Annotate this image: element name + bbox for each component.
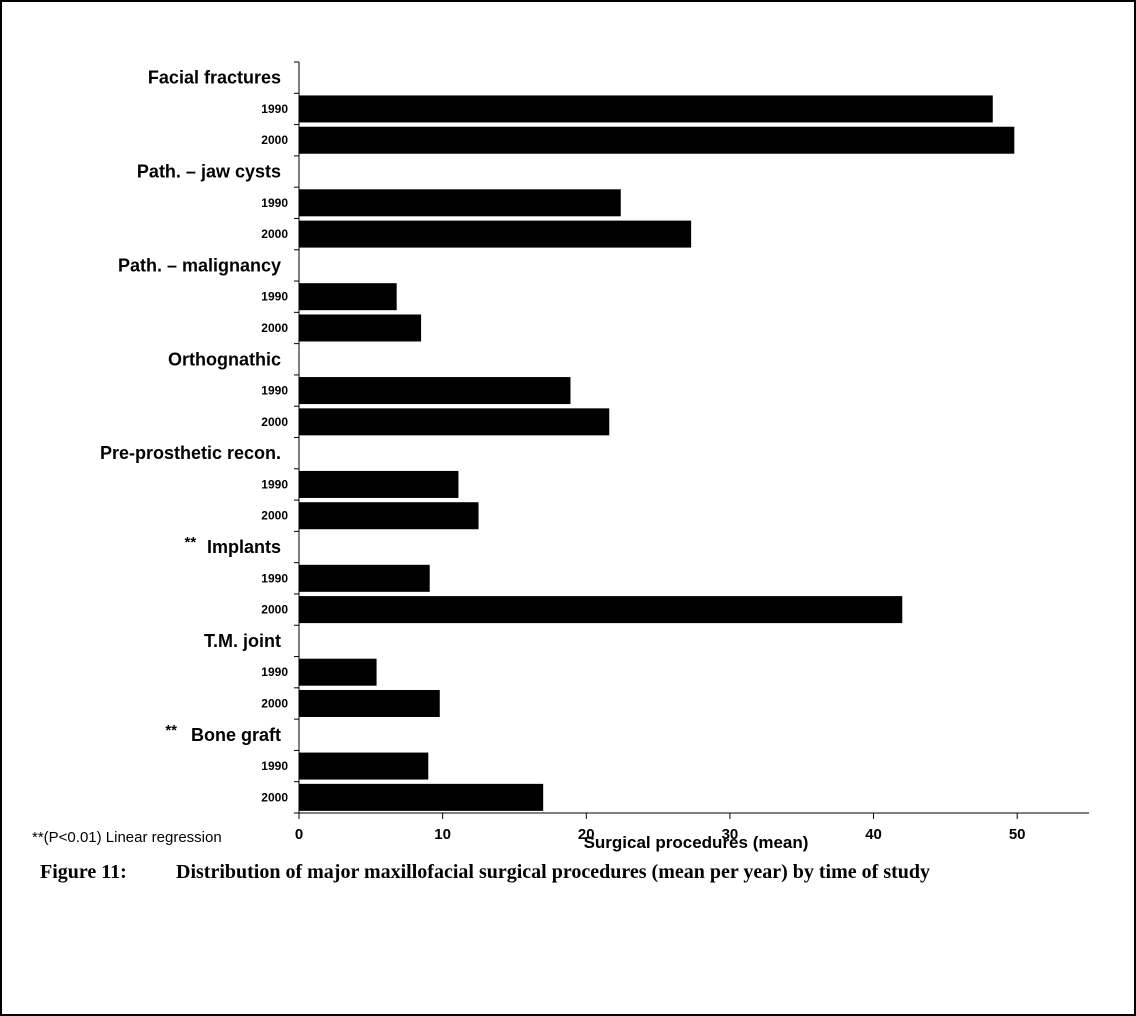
x-axis-title: Surgical procedures (mean) <box>584 833 809 852</box>
group-label: Bone graft <box>191 725 281 745</box>
bar <box>299 658 377 686</box>
year-label: 1990 <box>261 290 288 304</box>
bar <box>299 408 610 436</box>
x-tick-label: 40 <box>865 826 882 843</box>
year-label: 2000 <box>261 790 288 804</box>
year-label: 2000 <box>261 696 288 710</box>
group-label: Facial fractures <box>148 68 281 88</box>
bars-layer <box>299 95 1015 811</box>
year-label: 2000 <box>261 415 288 429</box>
bar <box>299 502 479 530</box>
year-label: 1990 <box>261 571 288 585</box>
bar <box>299 752 429 780</box>
year-label: 2000 <box>261 603 288 617</box>
year-label: 1990 <box>261 759 288 773</box>
bar <box>299 596 903 624</box>
x-tick-label: 30 <box>722 826 739 843</box>
group-label: Orthognathic <box>168 349 281 369</box>
bar <box>299 283 397 311</box>
x-tick-label: 10 <box>434 826 451 843</box>
year-label: 1990 <box>261 384 288 398</box>
bar <box>299 377 571 405</box>
bar <box>299 470 459 498</box>
year-label: 2000 <box>261 321 288 335</box>
bar <box>299 314 422 342</box>
year-label: 1990 <box>261 102 288 116</box>
year-label: 1990 <box>261 665 288 679</box>
x-tick-label: 0 <box>295 826 303 843</box>
footnote-text: **(P<0.01) Linear regression <box>32 829 222 846</box>
group-label: Path. – malignancy <box>118 255 281 275</box>
year-label: 2000 <box>261 133 288 147</box>
bar-chart: Facial fractures 1990 2000 Path. – jaw cyst… <box>100 61 1089 852</box>
x-tick-label: 50 <box>1009 826 1026 843</box>
bar <box>299 689 440 717</box>
figure-label: Figure 11: <box>40 861 127 883</box>
bar <box>299 783 544 811</box>
footnote: **(P<0.01) Linear regression <box>32 829 222 846</box>
year-label: 2000 <box>261 509 288 523</box>
axis-layer: 0 10 20 30 40 50 <box>294 61 1089 843</box>
group-label: Pre-prosthetic recon. <box>100 443 281 463</box>
group-label: Path. – jaw cysts <box>137 162 281 182</box>
year-label: 1990 <box>261 196 288 210</box>
x-tick-label: 20 <box>578 826 595 843</box>
significance-marker: ** <box>185 534 197 551</box>
bar <box>299 95 993 123</box>
year-label: 1990 <box>261 477 288 491</box>
bar <box>299 189 621 217</box>
bar <box>299 564 430 592</box>
significance-marker: ** <box>165 722 177 739</box>
group-label: Implants <box>207 537 281 557</box>
group-label: T.M. joint <box>204 631 281 651</box>
labels-layer: Facial fractures 1990 2000 Path. – jaw cyst… <box>100 68 288 805</box>
figure-caption-text: Distribution of major maxillofacial surg… <box>176 861 931 883</box>
year-label: 2000 <box>261 227 288 241</box>
bar <box>299 126 1015 154</box>
bar <box>299 220 692 248</box>
